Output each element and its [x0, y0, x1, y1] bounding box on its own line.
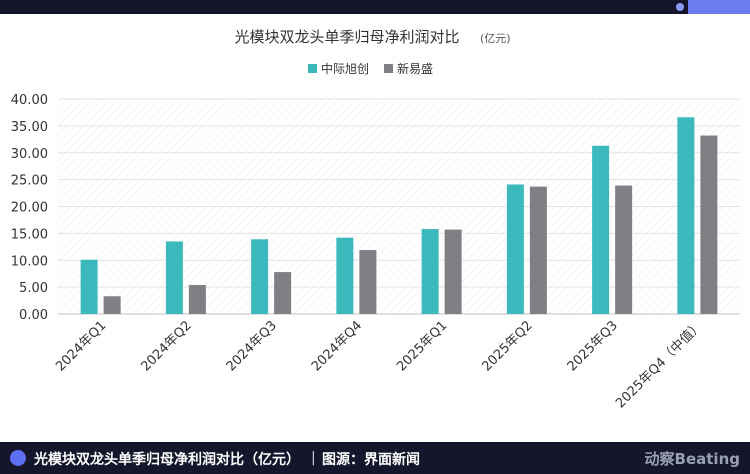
footer-bar: 光模块双龙头单季归母净利润对比（亿元） | 图源：界面新闻 动察Beating — [0, 442, 750, 474]
bar-xinyisheng — [615, 185, 633, 314]
y-tick-label: 30.00 — [11, 147, 48, 162]
top-accent-block — [688, 0, 750, 14]
footer-caption: 光模块双龙头单季归母净利润对比（亿元） — [34, 452, 300, 468]
bar-zhongji — [80, 259, 98, 314]
legend-swatch — [308, 64, 317, 73]
bar-xinyisheng — [444, 229, 462, 314]
y-tick-label: 40.00 — [11, 93, 48, 108]
brand-logo: 动察Beating — [644, 450, 740, 468]
bar-zhongji — [592, 145, 610, 314]
bars — [80, 117, 718, 315]
bar-xinyisheng — [700, 135, 718, 314]
y-tick-label: 10.00 — [11, 254, 48, 269]
y-tick-label: 35.00 — [11, 120, 48, 135]
chart-unit: (亿元) — [480, 32, 511, 45]
y-tick-label: 25.00 — [11, 174, 48, 189]
bar-xinyisheng — [529, 186, 547, 314]
bar-xinyisheng — [188, 284, 206, 314]
legend-swatch — [384, 64, 393, 73]
bar-chart: 光模块双龙头单季归母净利润对比 (亿元) 中际旭创 新易盛 0.00 5.00 10.… — [0, 14, 750, 436]
bar-zhongji — [251, 239, 269, 314]
chart-area: 光模块双龙头单季归母净利润对比 (亿元) 中际旭创 新易盛 0.00 5.00 10.… — [0, 14, 750, 436]
y-tick-label: 20.00 — [11, 201, 48, 216]
bar-zhongji — [506, 184, 524, 314]
y-tick-label: 0.00 — [19, 308, 48, 323]
bar-zhongji — [421, 229, 439, 314]
bar-zhongji — [336, 237, 354, 314]
y-axis: 0.00 5.00 10.00 15.00 20.00 25.00 30.00 35.00 40… — [11, 93, 48, 323]
footer-separator: | — [311, 450, 316, 466]
bar-zhongji — [677, 117, 695, 315]
bar-xinyisheng — [359, 250, 377, 314]
top-bar — [0, 0, 750, 14]
bar-xinyisheng — [103, 296, 121, 314]
legend-label: 新易盛 — [397, 61, 433, 76]
footer-dot-icon — [10, 450, 26, 466]
bar-zhongji — [165, 241, 183, 314]
legend: 中际旭创 新易盛 — [308, 61, 433, 76]
y-tick-label: 15.00 — [11, 227, 48, 242]
bar-xinyisheng — [274, 272, 292, 314]
legend-label: 中际旭创 — [321, 61, 369, 76]
window-dot-icon — [676, 3, 684, 11]
footer-source: 图源：界面新闻 — [322, 452, 420, 468]
chart-title: 光模块双龙头单季归母净利润对比 — [234, 28, 459, 46]
y-tick-label: 5.00 — [19, 281, 48, 296]
